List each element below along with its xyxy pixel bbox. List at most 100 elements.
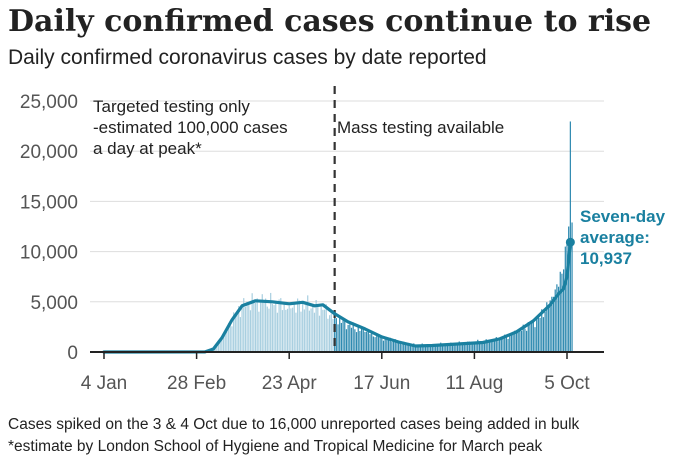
daily-cases-bar	[241, 307, 243, 352]
daily-cases-bar	[266, 306, 268, 352]
daily-cases-bar	[300, 311, 302, 352]
daily-cases-bar	[253, 301, 255, 352]
daily-cases-bar	[261, 294, 263, 352]
daily-cases-bar	[401, 344, 403, 352]
daily-cases-bar	[441, 344, 444, 352]
daily-cases-bar	[305, 304, 307, 352]
daily-cases-bar	[227, 323, 230, 352]
daily-cases-bar	[398, 341, 400, 352]
daily-cases-bar	[472, 341, 474, 352]
daily-cases-bar	[258, 311, 260, 352]
daily-cases-bar	[527, 322, 529, 352]
daily-cases-bar	[339, 317, 341, 352]
daily-cases-bar	[499, 338, 501, 352]
daily-cases-bar	[564, 246, 566, 352]
daily-cases-bar	[423, 344, 425, 352]
footnote-estimate: *estimate by London School of Hygiene an…	[8, 438, 543, 455]
daily-cases-bar	[478, 342, 481, 352]
daily-cases-bar	[270, 292, 272, 352]
daily-cases-bar	[275, 301, 277, 352]
daily-cases-bar	[399, 342, 401, 352]
daily-cases-bar	[286, 308, 289, 352]
daily-cases-bar	[568, 226, 570, 352]
daily-cases-bar	[408, 342, 410, 352]
daily-cases-bar	[239, 317, 241, 352]
daily-cases-bar	[404, 342, 406, 352]
daily-cases-bar	[433, 345, 435, 352]
daily-cases-bar	[374, 337, 376, 352]
daily-cases-bar	[430, 344, 432, 352]
gridlines	[90, 100, 604, 303]
daily-cases-bars	[108, 121, 573, 352]
daily-cases-bar	[342, 320, 344, 352]
daily-cases-bar	[366, 331, 368, 352]
daily-cases-bar	[537, 314, 539, 352]
daily-cases-bar	[559, 271, 561, 352]
annotation-mass-testing: Mass testing available	[337, 118, 504, 137]
daily-cases-bar	[509, 333, 511, 352]
y-axis: 0 5,000 10,000 15,000 20,000 25,000	[20, 92, 78, 364]
daily-cases-bar	[238, 306, 240, 352]
daily-cases-bar	[495, 337, 497, 352]
daily-cases-bar	[569, 121, 571, 352]
y-tick-label: 10,000	[20, 243, 78, 264]
daily-cases-bar	[556, 284, 558, 352]
daily-cases-bar	[359, 330, 361, 352]
daily-cases-bar	[355, 332, 358, 352]
daily-cases-bar	[514, 330, 516, 352]
daily-cases-bar	[470, 344, 472, 352]
daily-cases-bar	[534, 327, 536, 352]
daily-cases-bar	[475, 342, 477, 352]
daily-cases-bar	[440, 342, 442, 352]
daily-cases-bar	[462, 343, 464, 352]
daily-cases-bar	[517, 332, 519, 352]
daily-cases-bar	[552, 296, 555, 352]
daily-cases-bar	[249, 310, 252, 352]
daily-cases-bar	[502, 338, 504, 352]
daily-cases-bar	[539, 317, 541, 352]
daily-cases-bar	[243, 298, 245, 352]
daily-cases-bar	[551, 296, 553, 352]
daily-cases-bar	[244, 306, 247, 352]
daily-cases-bar	[450, 342, 452, 352]
daily-cases-bar	[313, 312, 316, 352]
daily-cases-bar	[222, 335, 225, 352]
daily-cases-bar	[283, 302, 285, 352]
annotation-targeted-line-2: -estimated 100,000 cases	[93, 118, 288, 137]
daily-cases-bar	[295, 312, 297, 352]
daily-cases-bar	[504, 334, 506, 352]
daily-cases-bar	[512, 333, 514, 352]
daily-cases-bar	[236, 312, 238, 352]
daily-cases-bar	[344, 318, 346, 352]
daily-cases-bar	[435, 344, 437, 352]
daily-cases-bar	[487, 339, 489, 352]
daily-cases-bar	[278, 299, 280, 352]
daily-cases-bar	[396, 342, 398, 352]
daily-cases-bar	[337, 324, 339, 352]
daily-cases-bar	[291, 307, 294, 352]
daily-cases-bar	[248, 304, 250, 352]
y-tick-label: 20,000	[20, 142, 78, 163]
daily-cases-bar	[563, 269, 565, 352]
daily-cases-bar	[233, 312, 235, 352]
daily-cases-bar	[524, 328, 526, 352]
seven-day-average-line	[102, 240, 572, 354]
daily-cases-bar	[463, 342, 465, 352]
daily-cases-bar	[217, 342, 220, 352]
daily-cases-bar	[455, 344, 457, 352]
daily-cases-bar	[492, 340, 494, 352]
daily-cases-bar	[281, 310, 284, 352]
x-tick-label: 28 Feb	[167, 373, 226, 394]
daily-cases-bar	[226, 330, 228, 352]
daily-cases-bar	[315, 300, 317, 352]
daily-cases-bar	[409, 345, 412, 352]
daily-cases-bar	[453, 343, 455, 352]
daily-cases-bar	[418, 345, 420, 352]
daily-cases-bar	[329, 315, 331, 352]
daily-cases-bar	[231, 326, 233, 352]
daily-cases-bar	[490, 339, 492, 352]
daily-cases-bar	[379, 335, 381, 352]
daily-cases-bar	[307, 295, 309, 352]
average-label-line-1: Seven-day	[580, 207, 666, 226]
daily-cases-bar	[219, 338, 221, 352]
